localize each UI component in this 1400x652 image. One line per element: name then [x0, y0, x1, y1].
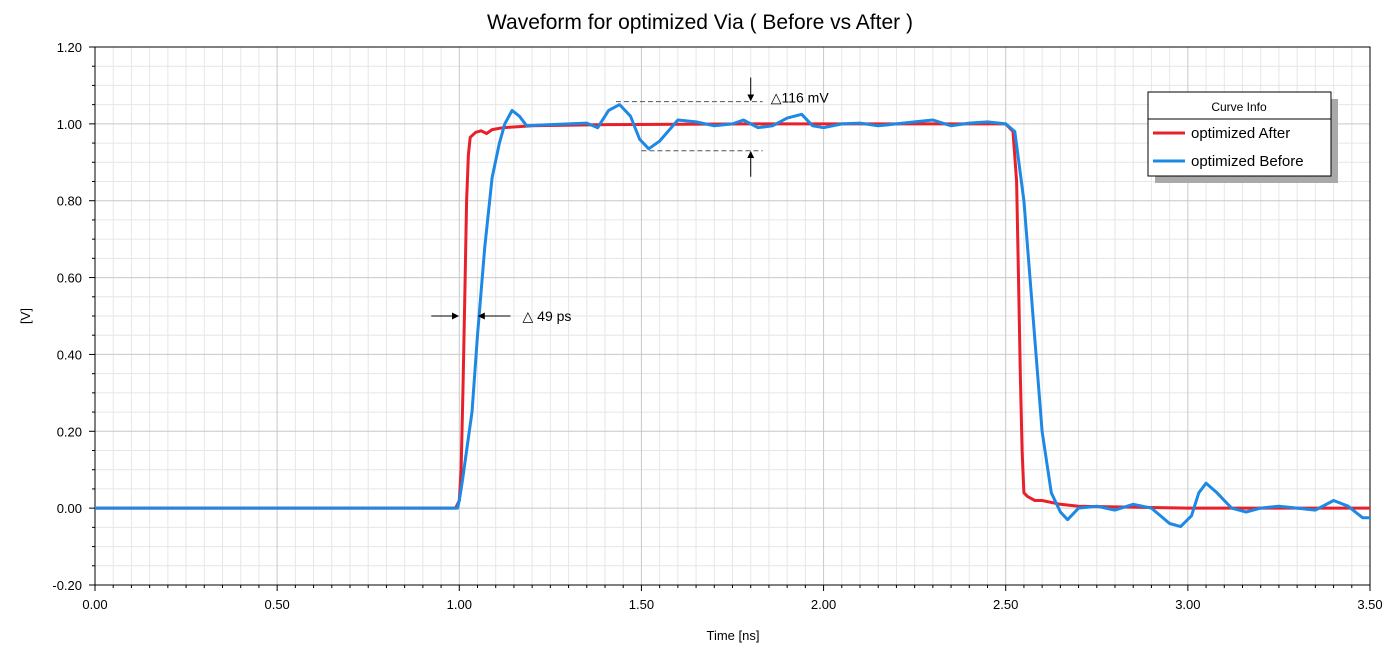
legend-entry-before: optimized Before [1191, 153, 1304, 170]
y-tick-label: 0.00 [57, 501, 82, 516]
x-tick-label: 1.50 [629, 597, 654, 612]
x-tick-label: 3.50 [1357, 597, 1382, 612]
x-tick-label: 3.00 [1175, 597, 1200, 612]
delta-time-label: △ 49 ps [523, 308, 572, 324]
series-layer [95, 103, 1370, 529]
legend-entry-after: optimized After [1191, 125, 1290, 142]
y-tick-label: -0.20 [52, 578, 82, 593]
chart-title: Waveform for optimized Via ( Before vs A… [487, 11, 913, 34]
y-axis-label: [V] [18, 308, 33, 324]
y-tick-label: 0.40 [57, 347, 82, 362]
x-tick-label: 2.50 [993, 597, 1018, 612]
series-line-0 [95, 122, 1370, 510]
legend: Curve Info optimized After optimized Bef… [1147, 91, 1338, 183]
y-tick-label: 0.60 [57, 271, 82, 286]
y-tick-label: 0.20 [57, 424, 82, 439]
x-axis-label: Time [ns] [707, 628, 760, 643]
y-tick-label: 1.00 [57, 117, 82, 132]
y-tick-label: 0.80 [57, 194, 82, 209]
x-tick-label: 0.50 [264, 597, 289, 612]
delta-voltage-label: △116 mV [771, 90, 830, 106]
legend-title: Curve Info [1211, 100, 1267, 114]
annotation-layer: △116 mV △ 49 ps [431, 77, 830, 324]
x-axis-ticks: 0.00 0.50 1.00 1.50 2.00 2.50 3.00 3.50 [82, 585, 1383, 612]
x-tick-label: 0.00 [82, 597, 107, 612]
x-tick-label: 2.00 [811, 597, 836, 612]
y-axis-ticks: -0.20 0.00 0.20 0.40 0.60 0.80 1.00 1.20 [52, 40, 95, 593]
y-tick-label: 1.20 [57, 40, 82, 55]
series-line-1 [95, 103, 1370, 529]
x-tick-label: 1.00 [447, 597, 472, 612]
